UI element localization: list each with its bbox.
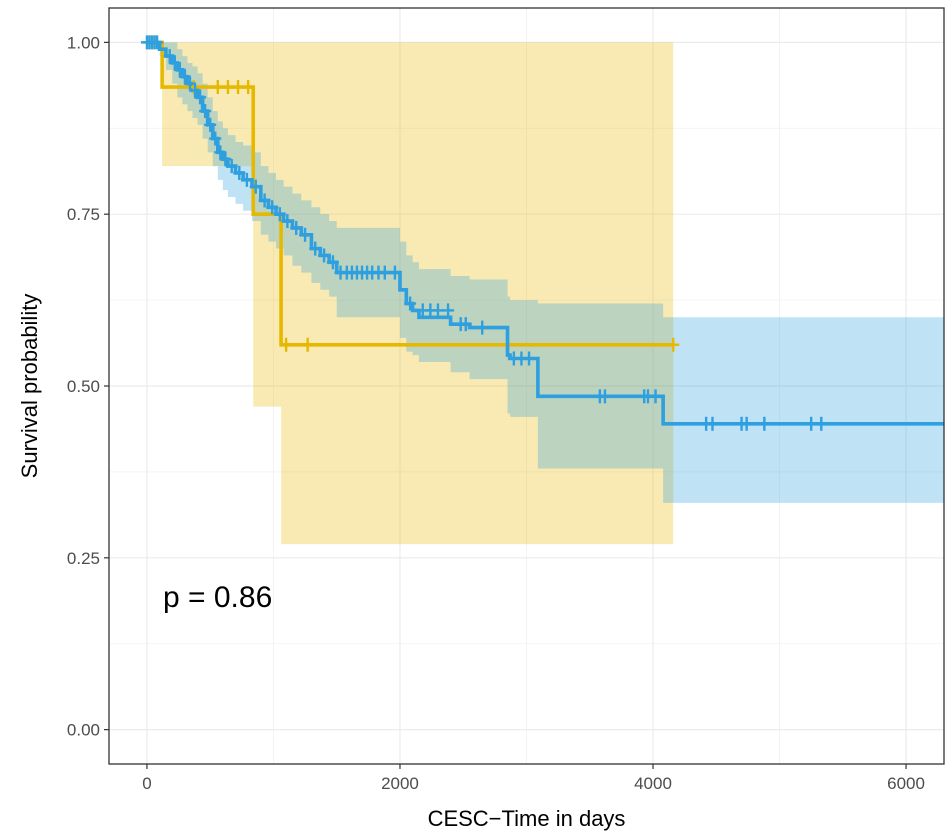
censor-mark-2 <box>225 159 238 174</box>
censor-mark-2 <box>219 152 232 167</box>
censor-mark-2 <box>758 416 771 431</box>
y-axis-title: Survival probability <box>17 294 42 479</box>
x-axis-title: CESC−Time in days <box>428 806 626 831</box>
censor-mark-2 <box>299 227 312 242</box>
censor-mark-2 <box>258 193 271 208</box>
censor-mark-2 <box>309 241 322 256</box>
y-tick-label: 0.25 <box>67 549 100 568</box>
p-value-annotation: p = 0.86 <box>163 581 272 614</box>
censor-mark-2 <box>290 220 303 235</box>
censor-mark-2 <box>326 255 339 270</box>
censor-mark-2 <box>266 200 279 215</box>
x-tick-label: 2000 <box>381 774 419 793</box>
censor-mark-2 <box>740 416 753 431</box>
censor-mark-2 <box>318 248 331 263</box>
censor-mark-2 <box>240 172 253 187</box>
censor-mark-2 <box>204 117 217 132</box>
censor-mark-1 <box>242 80 255 95</box>
x-axis: 0 2000 4000 6000 <box>142 764 925 793</box>
y-axis: 0.00 0.25 0.50 0.75 1.00 <box>67 33 109 740</box>
censor-mark-1 <box>211 80 224 95</box>
censor-mark-2 <box>459 317 472 332</box>
censor-mark-2 <box>378 265 391 280</box>
censor-mark-2 <box>805 416 818 431</box>
censor-mark-2 <box>151 35 164 50</box>
x-tick-label: 4000 <box>634 774 672 793</box>
censor-mark-2 <box>194 90 207 105</box>
censor-mark-1 <box>232 80 245 95</box>
censor-mark-1 <box>667 337 680 352</box>
confidence-bands <box>146 42 945 545</box>
major-grid <box>109 8 944 764</box>
censor-mark-2 <box>233 165 246 180</box>
plot-area: p = 0.86 <box>108 7 945 765</box>
censor-mark-2 <box>476 320 489 335</box>
x-tick-label: 0 <box>142 774 151 793</box>
censor-mark-2 <box>388 265 401 280</box>
y-tick-label: 1.00 <box>67 33 100 52</box>
y-tick-label: 0.50 <box>67 377 100 396</box>
censor-mark-2 <box>523 351 536 366</box>
censor-mark-2 <box>281 214 294 229</box>
censor-mark-2 <box>199 104 212 119</box>
censor-mark-2 <box>209 131 222 146</box>
censor-mark-1 <box>301 337 314 352</box>
censor-mark-2 <box>249 179 262 194</box>
y-tick-label: 0.75 <box>67 205 100 224</box>
confidence-band-1 <box>146 42 674 545</box>
x-tick-label: 6000 <box>887 774 925 793</box>
confidence-band-2 <box>146 42 945 503</box>
censor-mark-2 <box>404 296 417 311</box>
censor-mark-2 <box>273 207 286 222</box>
censor-mark-2 <box>442 303 455 318</box>
censor-mark-2 <box>431 303 444 318</box>
censor-mark-2 <box>598 389 611 404</box>
y-tick-label: 0.00 <box>67 721 100 740</box>
censor-mark-1 <box>221 80 234 95</box>
censor-mark-2 <box>706 416 719 431</box>
censor-mark-2 <box>649 389 662 404</box>
censor-mark-2 <box>815 416 828 431</box>
censor-marks <box>140 35 828 431</box>
censor-mark-1 <box>280 337 293 352</box>
